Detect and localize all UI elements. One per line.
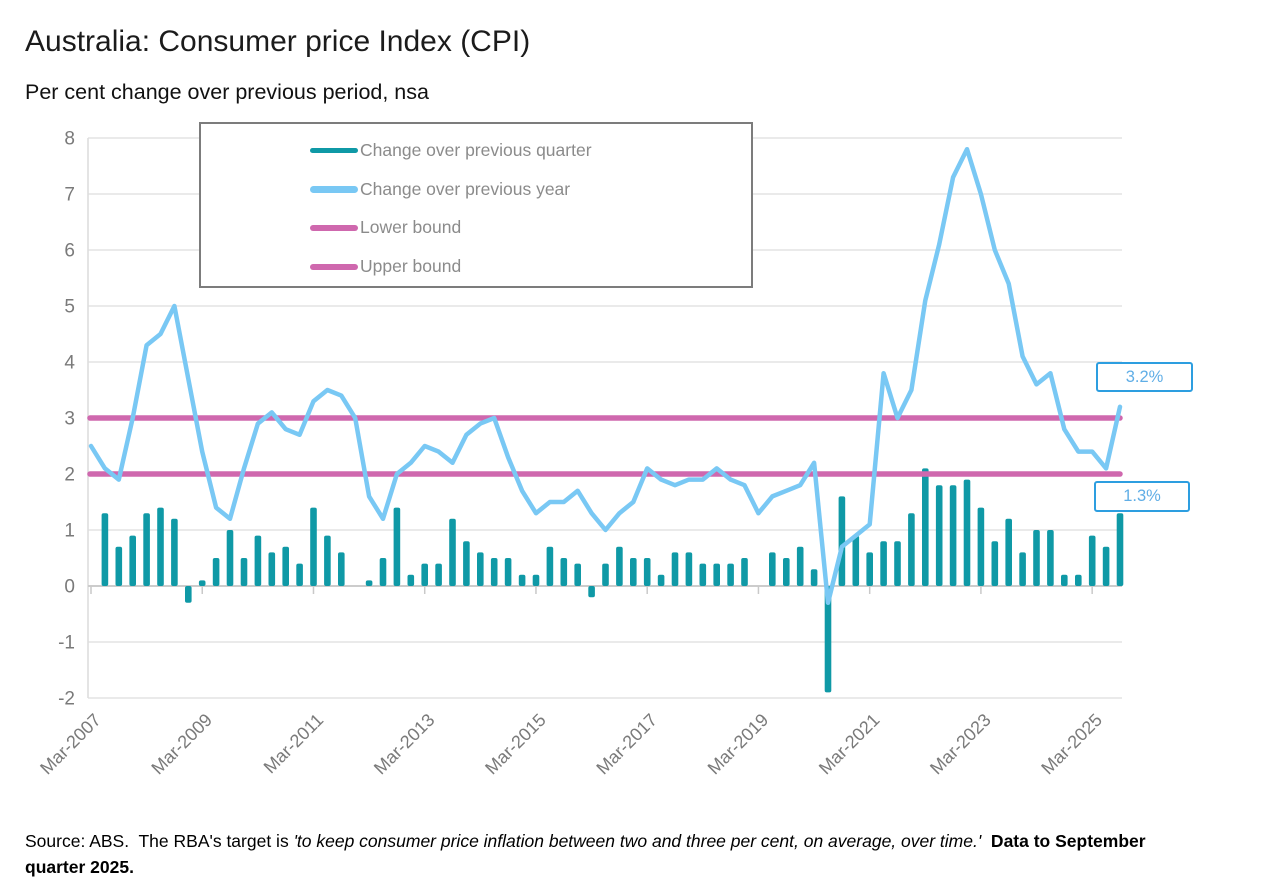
source-note-bold: Data to September quarter 2025. [25, 831, 1151, 877]
legend-item-label: Change over previous year [360, 178, 571, 199]
legend-item-label: Change over previous quarter [360, 139, 592, 160]
y-tick-labels: 8 7 6 5 4 3 2 1 0 -1 -2 [58, 129, 75, 710]
upper-bound-swatch-icon [310, 263, 358, 270]
svg-text:Mar-2023: Mar-2023 [926, 710, 995, 779]
svg-text:4: 4 [64, 353, 75, 374]
annotation-latest-quarterly: 1.3% [1094, 481, 1190, 512]
svg-text:-2: -2 [58, 689, 75, 710]
svg-text:Mar-2009: Mar-2009 [147, 710, 216, 779]
svg-text:8: 8 [64, 129, 75, 150]
quarterly-line-swatch-icon [310, 147, 358, 153]
chart-title: Australia: Consumer price Index (CPI) [25, 25, 531, 58]
svg-text:Mar-2021: Mar-2021 [815, 710, 884, 779]
svg-text:7: 7 [64, 185, 75, 206]
svg-text:Mar-2017: Mar-2017 [592, 710, 661, 779]
svg-text:1: 1 [64, 521, 75, 542]
legend-item-upper-bound: Upper bound [310, 247, 751, 286]
svg-text:3: 3 [64, 409, 75, 430]
chart-subtitle: Per cent change over previous period, ns… [25, 80, 429, 104]
svg-text:Mar-2025: Mar-2025 [1037, 710, 1106, 779]
source-note: Source: ABS. The RBA's target is 'to kee… [25, 828, 1175, 880]
svg-text:2: 2 [64, 465, 75, 486]
lower-bound-swatch-icon [310, 224, 358, 231]
svg-text:5: 5 [64, 297, 75, 318]
annual-change-line [88, 146, 1123, 606]
legend-item-annual: Change over previous year [310, 170, 751, 209]
legend-item-lower-bound: Lower bound [310, 209, 751, 248]
legend-item-quarterly: Change over previous quarter [310, 131, 751, 170]
source-note-normal: Source: ABS. The RBA's target is [25, 831, 294, 851]
legend-item-label: Lower bound [360, 217, 462, 238]
svg-text:6: 6 [64, 241, 75, 262]
svg-text:Mar-2013: Mar-2013 [370, 710, 439, 779]
svg-text:Mar-2011: Mar-2011 [260, 710, 328, 778]
quarterly-change-bars [101, 468, 1124, 693]
svg-text:Mar-2007: Mar-2007 [36, 710, 105, 779]
legend: Change over previous quarter Change over… [199, 122, 753, 288]
source-note-quote: 'to keep consumer price inflation betwee… [293, 831, 982, 851]
x-tick-labels: Mar-2007 Mar-2009 Mar-2011 Mar-2013 Mar-2015… [36, 586, 1106, 778]
annotation-latest-annual: 3.2% [1096, 362, 1193, 392]
svg-text:Mar-2015: Mar-2015 [481, 710, 550, 779]
svg-text:-1: -1 [58, 633, 75, 654]
legend-item-label: Upper bound [360, 256, 462, 277]
svg-text:0: 0 [64, 577, 75, 598]
annual-line-swatch-icon [310, 185, 358, 193]
svg-text:Mar-2019: Mar-2019 [704, 710, 773, 779]
